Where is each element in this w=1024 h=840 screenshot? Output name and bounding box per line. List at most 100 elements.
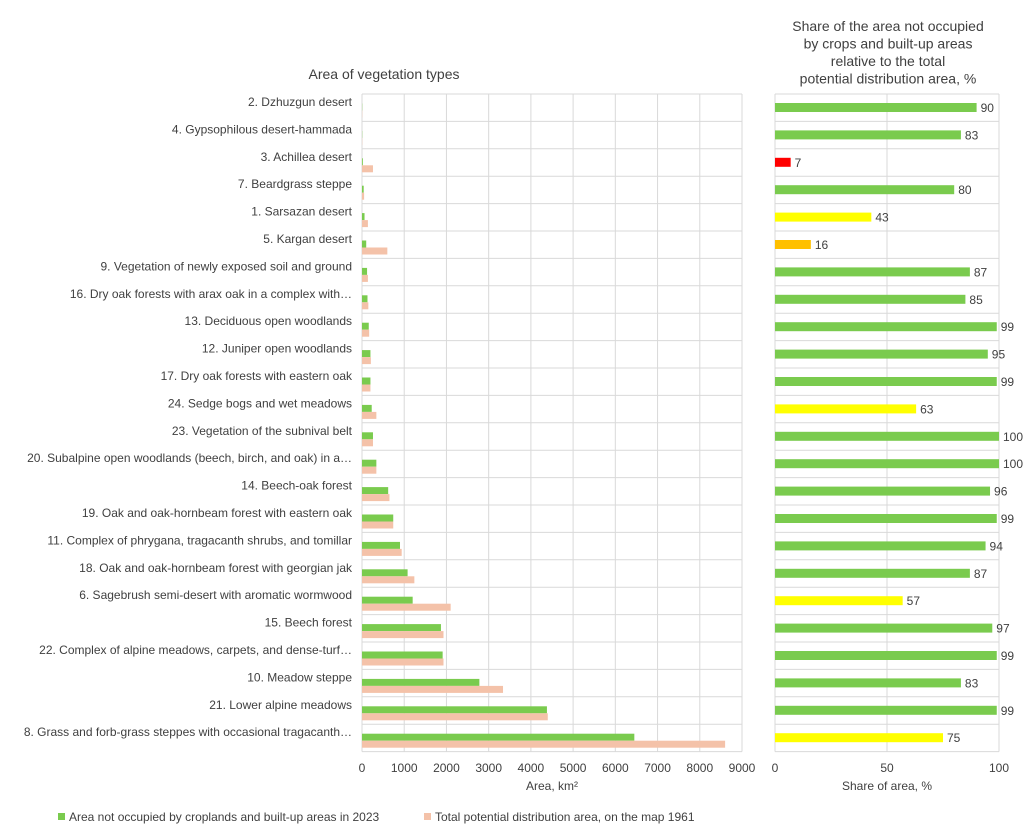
bar-area-1961 <box>362 604 451 611</box>
left-chart-x-axis-label: Area, km² <box>526 779 578 793</box>
left-chart-bars <box>362 104 725 748</box>
left-x-tick-label: 5000 <box>560 761 587 775</box>
share-bar <box>775 706 997 715</box>
share-data-label: 90 <box>981 101 995 115</box>
left-category-label: 3. Achillea desert <box>261 150 353 164</box>
bar-area-2023 <box>362 487 388 494</box>
bar-area-1961 <box>362 522 393 529</box>
share-data-label: 95 <box>992 348 1006 362</box>
bar-area-2023 <box>362 569 408 576</box>
bar-area-2023 <box>362 597 413 604</box>
share-data-label: 80 <box>958 183 972 197</box>
legend-swatch-peach <box>424 813 431 820</box>
left-category-label: 22. Complex of alpine meadows, carpets, … <box>39 643 352 657</box>
right-chart-x-axis-label: Share of area, % <box>842 779 932 793</box>
share-bar <box>775 295 965 304</box>
left-category-label: 9. Vegetation of newly exposed soil and … <box>100 259 352 273</box>
bar-area-1961 <box>362 165 373 172</box>
left-category-label: 1. Sarsazan desert <box>251 205 352 219</box>
bar-area-2023 <box>362 405 372 412</box>
share-data-label: 87 <box>974 265 988 279</box>
bar-area-2023 <box>362 515 393 522</box>
share-data-label: 97 <box>996 622 1010 636</box>
bar-area-1961 <box>362 659 443 666</box>
left-category-label: 15. Beech forest <box>265 616 353 630</box>
left-category-label: 23. Vegetation of the subnival belt <box>172 424 353 438</box>
share-bar <box>775 213 871 222</box>
share-bar <box>775 185 954 194</box>
bar-area-1961 <box>362 741 725 748</box>
bar-area-2023 <box>362 542 400 549</box>
bar-area-1961 <box>362 385 370 392</box>
bar-area-2023 <box>362 432 373 439</box>
left-category-label: 24. Sedge bogs and wet meadows <box>168 396 352 410</box>
left-category-label: 16. Dry oak forests with arax oak in a c… <box>70 287 352 301</box>
bar-area-1961 <box>362 549 402 556</box>
left-x-tick-label: 0 <box>359 761 366 775</box>
share-bar <box>775 350 988 359</box>
share-data-label: 85 <box>969 293 983 307</box>
share-data-label: 87 <box>974 567 988 581</box>
bar-area-1961 <box>362 467 376 474</box>
left-category-label: 5. Kargan desert <box>263 232 352 246</box>
share-bar <box>775 240 811 249</box>
bar-area-1961 <box>362 631 443 638</box>
share-data-label: 43 <box>875 211 889 225</box>
share-bar <box>775 678 961 687</box>
share-bar <box>775 541 986 550</box>
right-x-tick-label: 0 <box>772 761 779 775</box>
share-bar <box>775 322 997 331</box>
share-data-label: 99 <box>1001 512 1015 526</box>
share-bar <box>775 158 791 167</box>
left-category-label: 18. Oak and oak-hornbeam forest with geo… <box>79 561 353 575</box>
legend-swatch-green <box>58 813 65 820</box>
share-data-label: 16 <box>815 238 829 252</box>
share-data-label: 7 <box>795 156 802 170</box>
bar-area-1961 <box>362 275 368 282</box>
left-category-label: 2. Dzhuzgun desert <box>248 95 353 109</box>
share-data-label: 57 <box>907 594 921 608</box>
left-category-label: 7. Beardgrass steppe <box>238 177 352 191</box>
legend-entry-1961: Total potential distribution area, on th… <box>435 810 695 824</box>
left-category-label: 12. Juniper open woodlands <box>202 342 352 356</box>
bar-area-2023 <box>362 652 443 659</box>
bar-area-2023 <box>362 158 363 165</box>
left-category-label: 13. Deciduous open woodlands <box>185 314 352 328</box>
bar-area-1961 <box>362 713 548 720</box>
bar-area-2023 <box>362 213 365 220</box>
share-bar <box>775 569 970 578</box>
bar-area-1961 <box>362 248 387 255</box>
bar-area-2023 <box>362 350 370 357</box>
share-bar <box>775 624 992 633</box>
left-x-tick-label: 3000 <box>475 761 502 775</box>
right-x-tick-label: 50 <box>880 761 894 775</box>
chart-legend: Area not occupied by croplands and built… <box>58 810 695 824</box>
share-data-label: 99 <box>1001 649 1015 663</box>
share-data-label: 99 <box>1001 704 1015 718</box>
bar-area-2023 <box>362 378 370 385</box>
bar-area-2023 <box>362 241 366 248</box>
left-category-label: 14. Beech-oak forest <box>241 479 352 493</box>
share-bar <box>775 651 997 660</box>
bar-area-1961 <box>362 412 376 419</box>
share-bar <box>775 432 999 441</box>
left-chart-title: Area of vegetation types <box>309 66 460 82</box>
left-x-tick-label: 2000 <box>433 761 460 775</box>
share-bar <box>775 596 903 605</box>
share-data-label: 99 <box>1001 375 1015 389</box>
share-data-label: 63 <box>920 402 934 416</box>
share-data-label: 94 <box>990 539 1004 553</box>
bar-area-2023 <box>362 734 634 741</box>
share-bar <box>775 103 977 112</box>
share-data-label: 75 <box>947 731 961 745</box>
bar-area-2023 <box>362 706 547 713</box>
bar-area-1961 <box>362 220 368 227</box>
bar-area-1961 <box>362 494 389 501</box>
legend-entry-2023: Area not occupied by croplands and built… <box>69 810 380 824</box>
left-category-label: 21. Lower alpine meadows <box>209 698 352 712</box>
share-bar <box>775 459 999 468</box>
share-data-label: 99 <box>1001 320 1015 334</box>
